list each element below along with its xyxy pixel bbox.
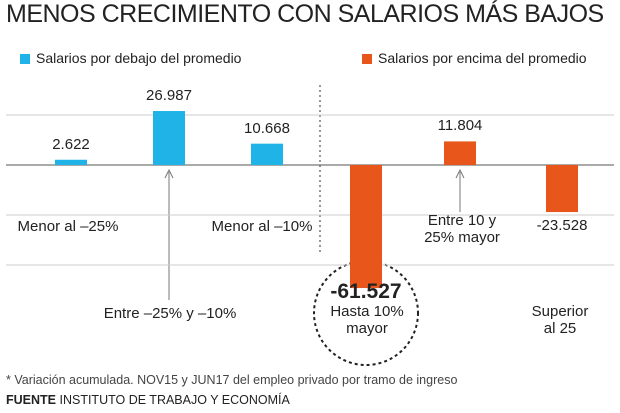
highlight-circle xyxy=(313,260,419,366)
category-label: Entre 10 y 25% mayor xyxy=(424,212,500,246)
category-label: Menor al –25% xyxy=(17,218,119,235)
source-label: FUENTE xyxy=(6,393,56,407)
value-label: -61.527 xyxy=(330,280,402,303)
bar xyxy=(251,143,283,165)
category-label: Menor al –10% xyxy=(211,218,313,235)
source-text: INSTITUTO DE TRABAJO Y ECONOMÍA xyxy=(59,393,290,407)
legend-swatch xyxy=(362,54,372,64)
category-label: Entre –25% y –10% xyxy=(85,305,255,322)
pointer-head xyxy=(164,168,174,179)
value-label: 10.668 xyxy=(244,119,290,137)
bar xyxy=(546,165,578,213)
value-label: 2.622 xyxy=(52,135,90,153)
value-label: 11.804 xyxy=(437,117,483,135)
bar xyxy=(350,165,382,289)
legend-swatch xyxy=(20,54,30,64)
pointer-head xyxy=(455,168,465,179)
bar xyxy=(444,141,476,165)
legend-label: Salarios por debajo del promedio xyxy=(36,50,242,66)
legend-label: Salarios por encima del promedio xyxy=(378,50,587,66)
chart-title: MENOS CRECIMIENTO CON SALARIOS MÁS BAJOS xyxy=(6,0,604,28)
value-label: 26.987 xyxy=(146,87,192,105)
category-label: Hasta 10% mayor xyxy=(330,303,404,337)
bar xyxy=(153,111,185,165)
footnote: * Variación acumulada. NOV15 y JUN17 del… xyxy=(6,373,458,387)
bar xyxy=(55,159,87,165)
category-label: Superior al 25 xyxy=(531,303,589,337)
source: FUENTE INSTITUTO DE TRABAJO Y ECONOMÍA xyxy=(6,392,290,409)
value-label: -23.528 xyxy=(536,217,588,235)
